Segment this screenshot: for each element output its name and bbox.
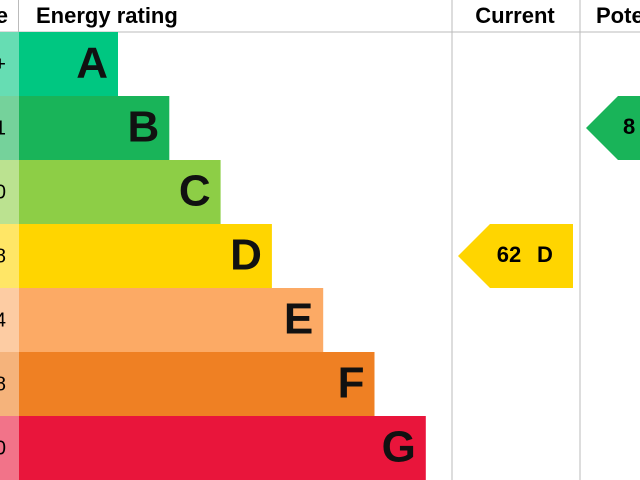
band-bar [19, 160, 221, 224]
current-arrow: 62 D [458, 224, 573, 288]
current-score: 62 [497, 242, 521, 267]
score-range: 69-80 [0, 181, 6, 203]
rating-header: Energy rating [36, 3, 178, 28]
potential-score: 8 [623, 114, 635, 139]
score-range: 39-54 [0, 309, 6, 331]
score-cell [0, 160, 19, 224]
band-bar [19, 416, 426, 480]
score-range: 21-38 [0, 373, 6, 395]
current-header: Current [475, 3, 555, 28]
score-range: 92+ [0, 53, 6, 75]
score-cell [0, 96, 19, 160]
band-bar [19, 352, 375, 416]
band-letter: C [179, 167, 211, 216]
band-bar [19, 32, 118, 96]
score-range: 81-91 [0, 117, 6, 139]
bands: 92+ A 81-91 B 69-80 C 55-68 D 39-54 E 21-38 F 1-20 G [0, 32, 426, 480]
band-letter: B [128, 103, 160, 152]
band-letter: D [230, 231, 262, 280]
score-cell [0, 416, 19, 480]
band-bar [19, 96, 170, 160]
band-bar [19, 224, 272, 288]
score-header: Score [0, 3, 8, 28]
score-cell [0, 224, 19, 288]
score-range: 1-20 [0, 437, 6, 459]
band-letter: F [338, 359, 365, 408]
band-letter: E [284, 295, 313, 344]
score-cell [0, 32, 19, 96]
current-rating: D [537, 242, 553, 267]
score-cell [0, 352, 19, 416]
band-bar [19, 288, 324, 352]
potential-header: Potential [596, 3, 640, 28]
current-pointer [458, 224, 573, 288]
score-range: 55-68 [0, 245, 6, 267]
band-letter: G [382, 423, 416, 472]
potential-pointer [586, 96, 640, 160]
band-letter: A [76, 39, 108, 88]
potential-arrow: 8 [586, 96, 640, 160]
score-cell [0, 288, 19, 352]
